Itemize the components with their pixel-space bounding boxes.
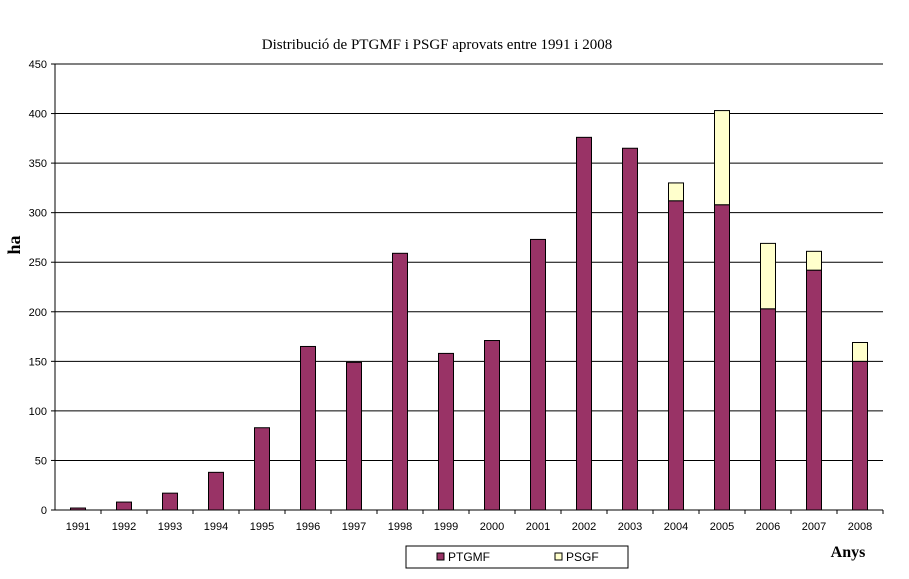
grid-lines	[51, 63, 884, 514]
x-tick-label: 2008	[848, 521, 872, 533]
x-tick-label: 2004	[664, 521, 688, 533]
x-tick-label: 2003	[618, 521, 642, 533]
y-tick-label: 400	[29, 109, 47, 121]
bar-psgf-2007	[806, 250, 822, 271]
x-tick-label: 1996	[296, 521, 320, 533]
x-tick-label: 2001	[526, 521, 550, 533]
bar-ptgmf-1999	[438, 352, 454, 511]
legend-label-ptgmf: PTGMF	[448, 550, 490, 564]
legend-swatch-ptgmf	[436, 552, 445, 561]
y-axis-label: ha	[4, 235, 24, 254]
x-tick-label: 1995	[250, 521, 274, 533]
bar-ptgmf-1992	[116, 501, 132, 511]
x-tick-label: 2006	[756, 521, 780, 533]
y-tick-label: 450	[29, 59, 47, 71]
bar-ptgmf-1997	[346, 361, 362, 511]
x-tick-labels: 1991 1992 1993 1994 1995 1996 1997 1998 1999 2000…	[66, 521, 872, 533]
bar-ptgmf-1994	[208, 471, 224, 511]
bar-ptgmf-2002	[576, 136, 592, 511]
x-tick-label: 1991	[66, 521, 90, 533]
bar-psgf-2008	[852, 342, 868, 362]
x-tick-label: 1999	[434, 521, 458, 533]
bar-ptgmf-1998	[392, 252, 408, 511]
legend-swatch-psgf	[554, 552, 563, 561]
legend: PTGMF PSGF	[405, 545, 629, 569]
x-tick-label: 1994	[204, 521, 228, 533]
x-axis-label: Anys	[831, 544, 866, 561]
chart-title: Distribució de PTGMF i PSGF aprovats ent…	[262, 37, 612, 53]
bar-ptgmf-2007	[806, 269, 822, 511]
bar-ptgmf-2006	[760, 308, 776, 511]
y-tick-labels: 0 50 100 150 200 250 300 350 400 450	[29, 59, 47, 517]
x-tick-label: 1992	[112, 521, 136, 533]
bar-psgf-2006	[760, 242, 776, 310]
bar-ptgmf-1996	[300, 345, 316, 511]
axes	[54, 64, 883, 511]
bar-ptgmf-2001	[530, 238, 546, 511]
bar-ptgmf-1993	[162, 492, 178, 511]
bar-ptgmf-2008	[852, 360, 868, 511]
y-tick-label: 250	[29, 257, 47, 269]
bars	[70, 110, 868, 511]
x-tick-label: 2002	[572, 521, 596, 533]
legend-label-psgf: PSGF	[566, 550, 599, 564]
legend-box	[405, 545, 629, 569]
y-tick-label: 100	[29, 406, 47, 418]
bar-ptgmf-1995	[254, 427, 270, 511]
y-tick-label: 150	[29, 356, 47, 368]
bar-psgf-2005	[714, 110, 730, 206]
bar-ptgmf-2003	[622, 147, 638, 511]
y-tick-label: 350	[29, 158, 47, 170]
y-tick-label: 200	[29, 307, 47, 319]
x-tick-label: 1997	[342, 521, 366, 533]
x-tick-label: 2005	[710, 521, 734, 533]
bar-ptgmf-2000	[484, 340, 500, 511]
bar-psgf-2004	[668, 182, 684, 202]
x-tick-label: 2000	[480, 521, 504, 533]
y-tick-label: 0	[41, 505, 47, 517]
x-tick-label: 2007	[802, 521, 826, 533]
bar-ptgmf-2004	[668, 200, 684, 511]
x-tick-label: 1998	[388, 521, 412, 533]
y-tick-label: 50	[35, 455, 47, 467]
x-tick-label: 1993	[158, 521, 182, 533]
y-tick-label: 300	[29, 208, 47, 220]
bar-ptgmf-2005	[714, 204, 730, 511]
